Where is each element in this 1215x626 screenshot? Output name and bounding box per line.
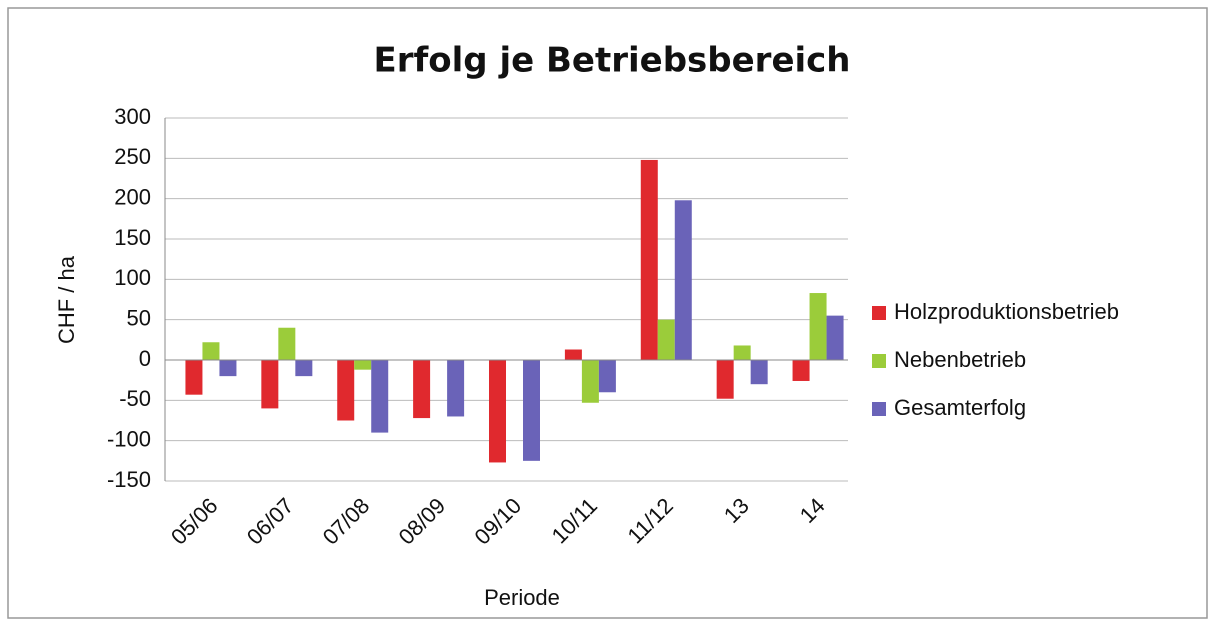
- bar: [598, 360, 616, 393]
- y-axis-label: CHF / ha: [54, 255, 79, 344]
- bar: [750, 360, 768, 385]
- chart-border: [7, 7, 1208, 619]
- bar: [716, 360, 734, 399]
- bar: [581, 360, 599, 403]
- y-tick-label: 200: [114, 184, 151, 209]
- bar: [564, 349, 582, 360]
- y-tick-label: 150: [114, 225, 151, 250]
- chart-title: Erfolg je Betriebsbereich: [373, 41, 850, 81]
- bar: [674, 200, 692, 360]
- bar: [792, 360, 810, 381]
- bar: [202, 342, 220, 360]
- bar: [657, 319, 675, 360]
- legend-swatch: [872, 306, 886, 320]
- bar: [278, 327, 296, 360]
- bar: [489, 360, 506, 463]
- y-tick-label: 50: [127, 305, 151, 330]
- y-tick-label: -50: [119, 386, 151, 411]
- y-tick-label: 100: [114, 265, 151, 290]
- bar: [809, 293, 827, 360]
- y-tick-label: -100: [107, 426, 151, 451]
- bar: [295, 360, 313, 377]
- bar: [523, 360, 540, 461]
- bar: [826, 315, 844, 360]
- y-tick-label: 250: [114, 144, 151, 169]
- bar: [640, 159, 658, 360]
- bar: [413, 360, 431, 419]
- bar: [337, 360, 355, 421]
- bar: [371, 360, 389, 433]
- legend-swatch: [872, 402, 886, 416]
- bar: [733, 345, 751, 360]
- legend-swatch: [872, 354, 886, 368]
- legend-label: Nebenbetrieb: [894, 347, 1026, 372]
- bar: [185, 360, 203, 395]
- bar: [354, 360, 372, 370]
- legend-label: Holzproduktionsbetrieb: [894, 299, 1119, 324]
- legend-label: Gesamterfolg: [894, 395, 1026, 420]
- x-axis-label: Periode: [484, 585, 560, 610]
- bar: [219, 360, 237, 377]
- bar: [447, 360, 465, 417]
- bar: [261, 360, 279, 409]
- y-tick-label: -150: [107, 467, 151, 492]
- y-tick-label: 0: [139, 346, 151, 371]
- y-tick-label: 300: [114, 104, 151, 129]
